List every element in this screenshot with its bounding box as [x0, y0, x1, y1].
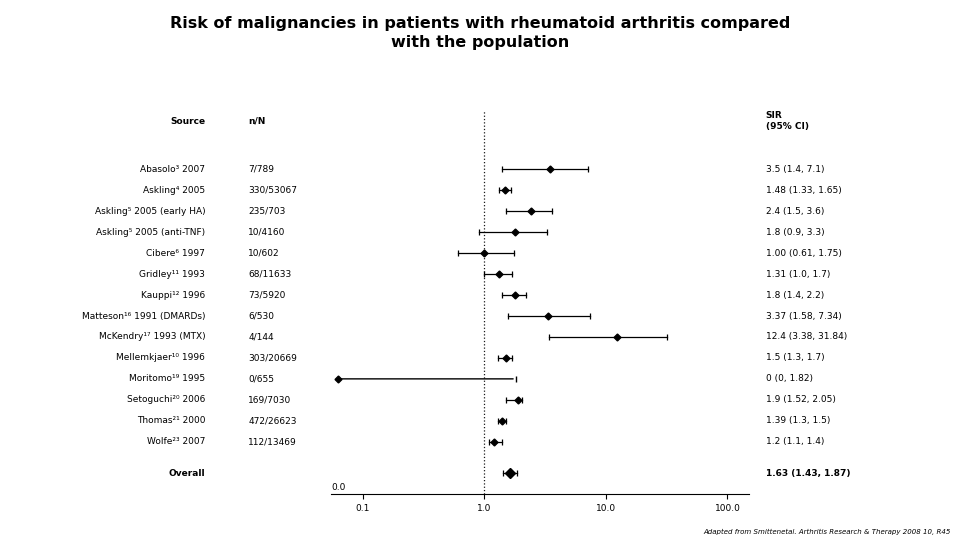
Text: 0/655: 0/655: [249, 374, 275, 383]
Text: Thomas²¹ 2000: Thomas²¹ 2000: [137, 416, 205, 426]
Text: Adapted from Smittenetal. Arthritis Research & Therapy 2008 10, R45: Adapted from Smittenetal. Arthritis Rese…: [703, 529, 950, 535]
Text: 7/789: 7/789: [249, 165, 275, 174]
Text: 2.4 (1.5, 3.6): 2.4 (1.5, 3.6): [766, 207, 824, 216]
Text: Askling⁵ 2005 (anti-TNF): Askling⁵ 2005 (anti-TNF): [96, 228, 205, 237]
Text: 1.2 (1.1, 1.4): 1.2 (1.1, 1.4): [766, 437, 824, 446]
Text: Moritomo¹⁹ 1995: Moritomo¹⁹ 1995: [130, 374, 205, 383]
Text: 235/703: 235/703: [249, 207, 286, 216]
Text: n/N: n/N: [249, 117, 266, 126]
Text: 169/7030: 169/7030: [249, 395, 292, 404]
Text: 3.5 (1.4, 7.1): 3.5 (1.4, 7.1): [766, 165, 825, 174]
Text: 10/4160: 10/4160: [249, 228, 286, 237]
Text: Kauppi¹² 1996: Kauppi¹² 1996: [141, 291, 205, 300]
Text: Overall: Overall: [169, 469, 205, 478]
Text: (95% CI): (95% CI): [766, 122, 808, 131]
Text: Risk of malignancies in patients with rheumatoid arthritis compared
with the pop: Risk of malignancies in patients with rh…: [170, 16, 790, 50]
Text: Cibere⁶ 1997: Cibere⁶ 1997: [147, 248, 205, 258]
Text: 4/144: 4/144: [249, 333, 274, 341]
Text: Askling⁴ 2005: Askling⁴ 2005: [143, 186, 205, 195]
Text: 1.8 (0.9, 3.3): 1.8 (0.9, 3.3): [766, 228, 825, 237]
Text: 68/11633: 68/11633: [249, 269, 292, 279]
Text: 1.5 (1.3, 1.7): 1.5 (1.3, 1.7): [766, 353, 825, 362]
Text: 6/530: 6/530: [249, 312, 275, 321]
Text: 12.4 (3.38, 31.84): 12.4 (3.38, 31.84): [766, 333, 847, 341]
Text: 1.8 (1.4, 2.2): 1.8 (1.4, 2.2): [766, 291, 824, 300]
Text: Abasolo³ 2007: Abasolo³ 2007: [140, 165, 205, 174]
Text: Source: Source: [170, 117, 205, 126]
Text: Setoguchi²⁰ 2006: Setoguchi²⁰ 2006: [127, 395, 205, 404]
Text: 330/53067: 330/53067: [249, 186, 298, 195]
Text: 472/26623: 472/26623: [249, 416, 297, 426]
Text: Askling⁵ 2005 (early HA): Askling⁵ 2005 (early HA): [95, 207, 205, 216]
Text: 73/5920: 73/5920: [249, 291, 286, 300]
Text: SIR: SIR: [766, 111, 782, 120]
Text: Wolfe²³ 2007: Wolfe²³ 2007: [147, 437, 205, 446]
Text: 1.9 (1.52, 2.05): 1.9 (1.52, 2.05): [766, 395, 835, 404]
Text: 112/13469: 112/13469: [249, 437, 298, 446]
Text: Matteson¹⁶ 1991 (DMARDs): Matteson¹⁶ 1991 (DMARDs): [82, 312, 205, 321]
Text: 0.0: 0.0: [331, 483, 346, 492]
Text: Mellemkjaer¹⁰ 1996: Mellemkjaer¹⁰ 1996: [116, 353, 205, 362]
Text: 303/20669: 303/20669: [249, 353, 298, 362]
Text: Gridley¹¹ 1993: Gridley¹¹ 1993: [139, 269, 205, 279]
Text: 3.37 (1.58, 7.34): 3.37 (1.58, 7.34): [766, 312, 842, 321]
Text: 0 (0, 1.82): 0 (0, 1.82): [766, 374, 813, 383]
Text: 1.39 (1.3, 1.5): 1.39 (1.3, 1.5): [766, 416, 830, 426]
Text: 10/602: 10/602: [249, 248, 280, 258]
Text: 1.00 (0.61, 1.75): 1.00 (0.61, 1.75): [766, 248, 842, 258]
Text: 1.48 (1.33, 1.65): 1.48 (1.33, 1.65): [766, 186, 842, 195]
Text: 1.31 (1.0, 1.7): 1.31 (1.0, 1.7): [766, 269, 830, 279]
Text: McKendry¹⁷ 1993 (MTX): McKendry¹⁷ 1993 (MTX): [99, 333, 205, 341]
Text: 1.63 (1.43, 1.87): 1.63 (1.43, 1.87): [766, 469, 851, 478]
